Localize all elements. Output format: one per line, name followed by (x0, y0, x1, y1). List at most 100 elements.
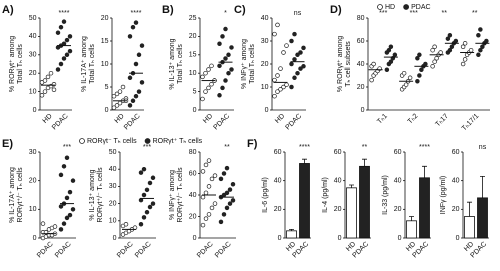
data-point (227, 201, 233, 206)
panel-label: D) (330, 4, 342, 16)
data-point (480, 44, 485, 49)
data-point (292, 75, 297, 81)
legend-label: PDAC (411, 4, 430, 11)
y-tick-label: 0 (265, 107, 269, 114)
data-point (419, 67, 424, 72)
data-point (275, 89, 280, 94)
data-point (40, 221, 46, 226)
data-point (200, 96, 205, 102)
data-point (67, 48, 73, 54)
data-point (432, 44, 437, 49)
x-tick-label: PDAC (196, 241, 215, 260)
x-tick-label: PDAC (51, 113, 70, 132)
data-point (289, 84, 294, 90)
data-point (388, 59, 394, 64)
y-tick-label: 40 (334, 178, 342, 185)
data-point (369, 77, 374, 83)
error-bar (349, 184, 354, 188)
data-point (133, 93, 139, 99)
y-tick-label: 80 (357, 15, 365, 22)
y-tick-label: 60 (189, 170, 197, 177)
data-point (206, 212, 212, 217)
significance: ** (442, 10, 448, 17)
data-point (203, 162, 209, 168)
y-tick-label: 60 (334, 149, 342, 156)
data-point (138, 221, 144, 227)
y-tick-label: 50 (29, 15, 37, 22)
data-point (58, 227, 64, 232)
data-point (114, 103, 120, 108)
data-point (64, 52, 70, 58)
data-point (226, 70, 231, 76)
bar (464, 216, 475, 239)
data-point (438, 50, 443, 55)
data-point (64, 215, 70, 221)
y-axis-label: RORγt⁺/⁻ Tₕ cells (177, 167, 184, 223)
y-tick-label: 0 (338, 235, 342, 242)
y-axis-label: % IL-13⁺ among (169, 38, 176, 89)
data-point (403, 82, 409, 87)
y-tick-label: 5 (193, 88, 197, 95)
bar (419, 177, 430, 239)
significance: *** (143, 144, 151, 151)
y-tick-label: 20 (334, 206, 342, 213)
data-point (432, 59, 437, 64)
data-point (476, 52, 481, 58)
data-point (141, 192, 147, 198)
y-tick-label: 60 (357, 38, 365, 45)
data-point (462, 41, 468, 46)
y-tick-label: 20 (261, 61, 269, 68)
y-axis-label: % IL-13⁺ among (89, 169, 96, 220)
data-point (223, 78, 228, 83)
data-point (114, 91, 120, 97)
y-axis-label: % IL-17A⁺ among (81, 36, 88, 92)
significance: *** (379, 10, 387, 17)
data-point (48, 70, 54, 76)
y-tick-label: 0 (105, 107, 109, 114)
y-tick-label: 0 (193, 235, 197, 242)
data-point (415, 78, 420, 84)
y-axis-label: RORγt⁺/⁻ Tₕ cells (17, 167, 24, 223)
data-point (478, 47, 483, 53)
significance: ** (224, 144, 230, 151)
y-tick-label: 10 (29, 206, 37, 213)
y-tick-label: 20 (101, 15, 109, 22)
axis (367, 18, 490, 111)
significance: * (224, 10, 227, 17)
data-point (67, 34, 73, 39)
data-point (64, 155, 70, 160)
data-point (42, 78, 48, 83)
data-point (430, 47, 435, 53)
data-point (127, 103, 133, 108)
data-point (136, 89, 142, 94)
data-point (227, 187, 233, 192)
data-point (292, 57, 297, 62)
y-axis-label: IL-4 (pg/ml) (322, 177, 329, 213)
significance: ** (362, 144, 368, 151)
legend-marker (79, 138, 85, 144)
bar (477, 197, 488, 239)
data-point (150, 201, 156, 206)
error-bar (302, 158, 307, 164)
data-point (447, 32, 453, 38)
data-point (130, 98, 136, 104)
panel-label: A) (2, 4, 14, 16)
data-point (224, 205, 230, 211)
y-axis-label: Tₕ cell subsets (345, 41, 352, 87)
data-point (301, 64, 306, 69)
data-point (209, 81, 214, 87)
y-axis-label: RORγt⁺/⁻ Tₕ cells (97, 167, 104, 223)
axis (39, 152, 76, 239)
y-tick-label: 20 (394, 206, 402, 213)
data-point (67, 189, 73, 195)
data-point (61, 221, 67, 226)
significance: ** (472, 10, 478, 17)
data-point (217, 41, 222, 47)
data-point (58, 24, 64, 30)
data-point (281, 84, 286, 90)
y-tick-label: 40 (189, 192, 197, 199)
data-point (289, 61, 294, 67)
y-tick-label: 25 (189, 15, 197, 22)
y-tick-label: 30 (29, 149, 37, 156)
x-tick-label: PDAC (134, 241, 153, 260)
